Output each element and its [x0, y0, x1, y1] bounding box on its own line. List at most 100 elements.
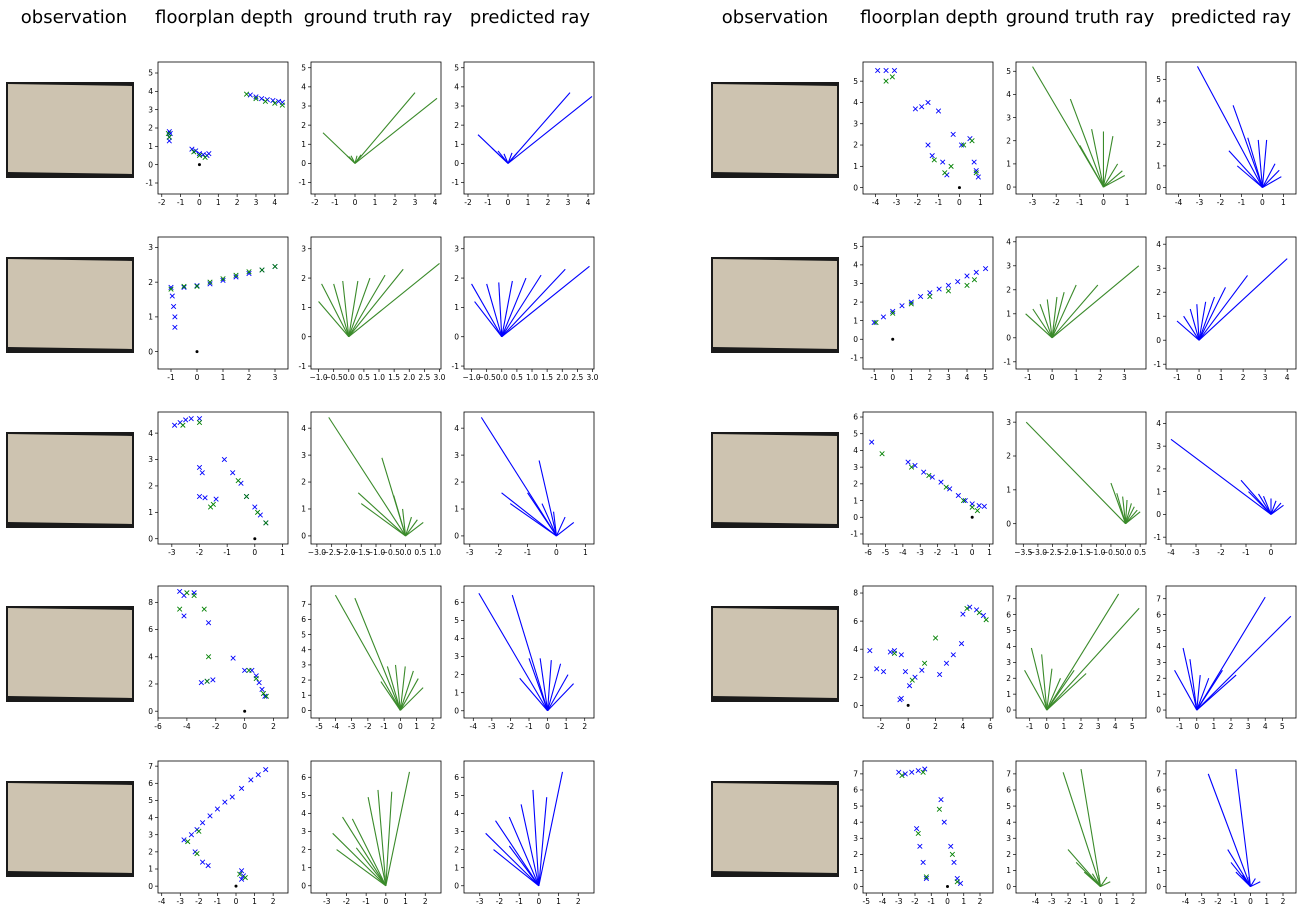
- plot-frame: [1166, 586, 1296, 718]
- y-tick-label: 3: [148, 455, 153, 464]
- y-tick-label: 5: [301, 63, 306, 72]
- x-tick-label: 2: [576, 897, 581, 905]
- x-tick-label: -3: [488, 722, 496, 731]
- y-tick-label: 6: [853, 413, 858, 422]
- ray: [1199, 259, 1287, 341]
- depth-point: [950, 852, 955, 857]
- y-tick-label: 0: [148, 707, 153, 716]
- y-tick-label: 3: [454, 827, 459, 836]
- x-tick-label: 2.5: [418, 373, 430, 382]
- plot: -101234501234567: [1156, 586, 1296, 731]
- y-tick-label: 2: [1156, 674, 1161, 683]
- ray: [472, 284, 502, 337]
- x-tick-label: -1: [1231, 897, 1239, 905]
- depth-point: [946, 289, 951, 294]
- y-tick-label: 2: [853, 673, 858, 682]
- y-tick-label: 5: [853, 242, 858, 251]
- ray: [498, 151, 508, 163]
- y-tick-label: 4: [1156, 240, 1161, 249]
- y-tick-label: 2: [454, 670, 459, 679]
- x-tick-label: -1: [223, 548, 231, 557]
- x-tick-label: -3: [893, 198, 901, 207]
- y-tick-label: 0: [148, 534, 153, 543]
- depth-point: [921, 860, 926, 865]
- x-tick-label: -2: [496, 897, 504, 905]
- x-tick-label: 3: [413, 198, 418, 207]
- y-tick-label: 2: [148, 848, 153, 857]
- y-tick-label: 2: [301, 478, 306, 487]
- y-tick-label: 6: [853, 617, 858, 626]
- x-tick-label: 1.5: [388, 373, 400, 382]
- x-tick-label: 2: [1281, 897, 1286, 905]
- y-tick-label: 2: [454, 274, 459, 283]
- origin-point: [198, 163, 201, 166]
- depth-point: [211, 678, 216, 683]
- depth-point: [939, 797, 944, 802]
- origin-point: [946, 885, 949, 888]
- x-tick-label: 1: [961, 897, 966, 905]
- y-tick-label: 1: [1156, 312, 1161, 321]
- y-tick-label: 4: [853, 818, 858, 827]
- plot-frame: [1016, 586, 1146, 718]
- y-tick-label: 6: [1156, 786, 1161, 795]
- depth-point: [197, 494, 202, 499]
- depth-point: [200, 470, 205, 475]
- depth-point: [880, 451, 885, 456]
- depth-point: [191, 150, 196, 155]
- x-tick-label: -3: [348, 722, 356, 731]
- ray: [508, 96, 592, 163]
- x-tick-label: 0: [1101, 198, 1106, 207]
- x-tick-label: 0: [1044, 722, 1049, 731]
- ray: [333, 833, 386, 885]
- observation-image-content: [713, 84, 837, 174]
- x-tick-label: 3: [254, 198, 259, 207]
- x-tick-label: 1: [1062, 722, 1067, 731]
- column-title: predicted ray: [470, 7, 591, 28]
- x-tick-label: -4: [183, 722, 191, 731]
- y-tick-label: 0: [1156, 336, 1161, 345]
- x-tick-label: -1: [331, 198, 339, 207]
- column-title: ground truth ray: [1006, 7, 1155, 28]
- plot-frame: [311, 586, 441, 718]
- x-tick-label: -4: [332, 722, 340, 731]
- depth-point: [914, 826, 919, 831]
- depth-point: [201, 152, 206, 157]
- y-tick-label: 1: [853, 316, 858, 325]
- origin-point: [243, 710, 246, 713]
- page: {"column_titles": ["observation", "floor…: [0, 0, 1299, 905]
- x-tick-label: 3: [1246, 722, 1251, 731]
- y-tick-label: 7: [1006, 770, 1011, 779]
- plot-frame: [311, 62, 441, 194]
- depth-point: [918, 294, 923, 299]
- x-tick-label: -6: [154, 722, 162, 731]
- depth-point: [230, 795, 235, 800]
- depth-point: [921, 470, 926, 475]
- y-tick-label: 6: [454, 598, 459, 607]
- x-tick-label: 1.0: [526, 373, 538, 382]
- depth-point: [984, 617, 989, 622]
- depth-point: [926, 143, 931, 148]
- x-tick-label: 1: [414, 722, 419, 731]
- y-tick-label: 0: [148, 160, 153, 169]
- y-tick-label: 7: [148, 762, 153, 771]
- y-tick-label: 0: [301, 881, 306, 890]
- plot: -3-2-101012345: [1006, 62, 1146, 207]
- x-tick-label: -3: [466, 548, 474, 557]
- x-tick-label: -2: [311, 198, 319, 207]
- y-tick-label: 2: [148, 482, 153, 491]
- y-tick-label: 2: [1006, 286, 1011, 295]
- x-tick-label: 1.0: [429, 548, 441, 557]
- x-tick-label: 6: [988, 722, 993, 731]
- y-tick-label: -1: [1154, 533, 1162, 542]
- depth-point: [916, 768, 921, 773]
- y-tick-label: 3: [301, 827, 306, 836]
- x-tick-label: 4: [433, 198, 438, 207]
- x-tick-label: 0: [353, 198, 358, 207]
- y-tick-label: 0: [853, 335, 858, 344]
- x-tick-label: 2.0: [556, 373, 568, 382]
- x-tick-label: 1: [373, 198, 378, 207]
- x-tick-label: -2: [1214, 897, 1222, 905]
- depth-point: [263, 767, 268, 772]
- depth-point: [206, 863, 211, 868]
- depth-point: [868, 648, 873, 653]
